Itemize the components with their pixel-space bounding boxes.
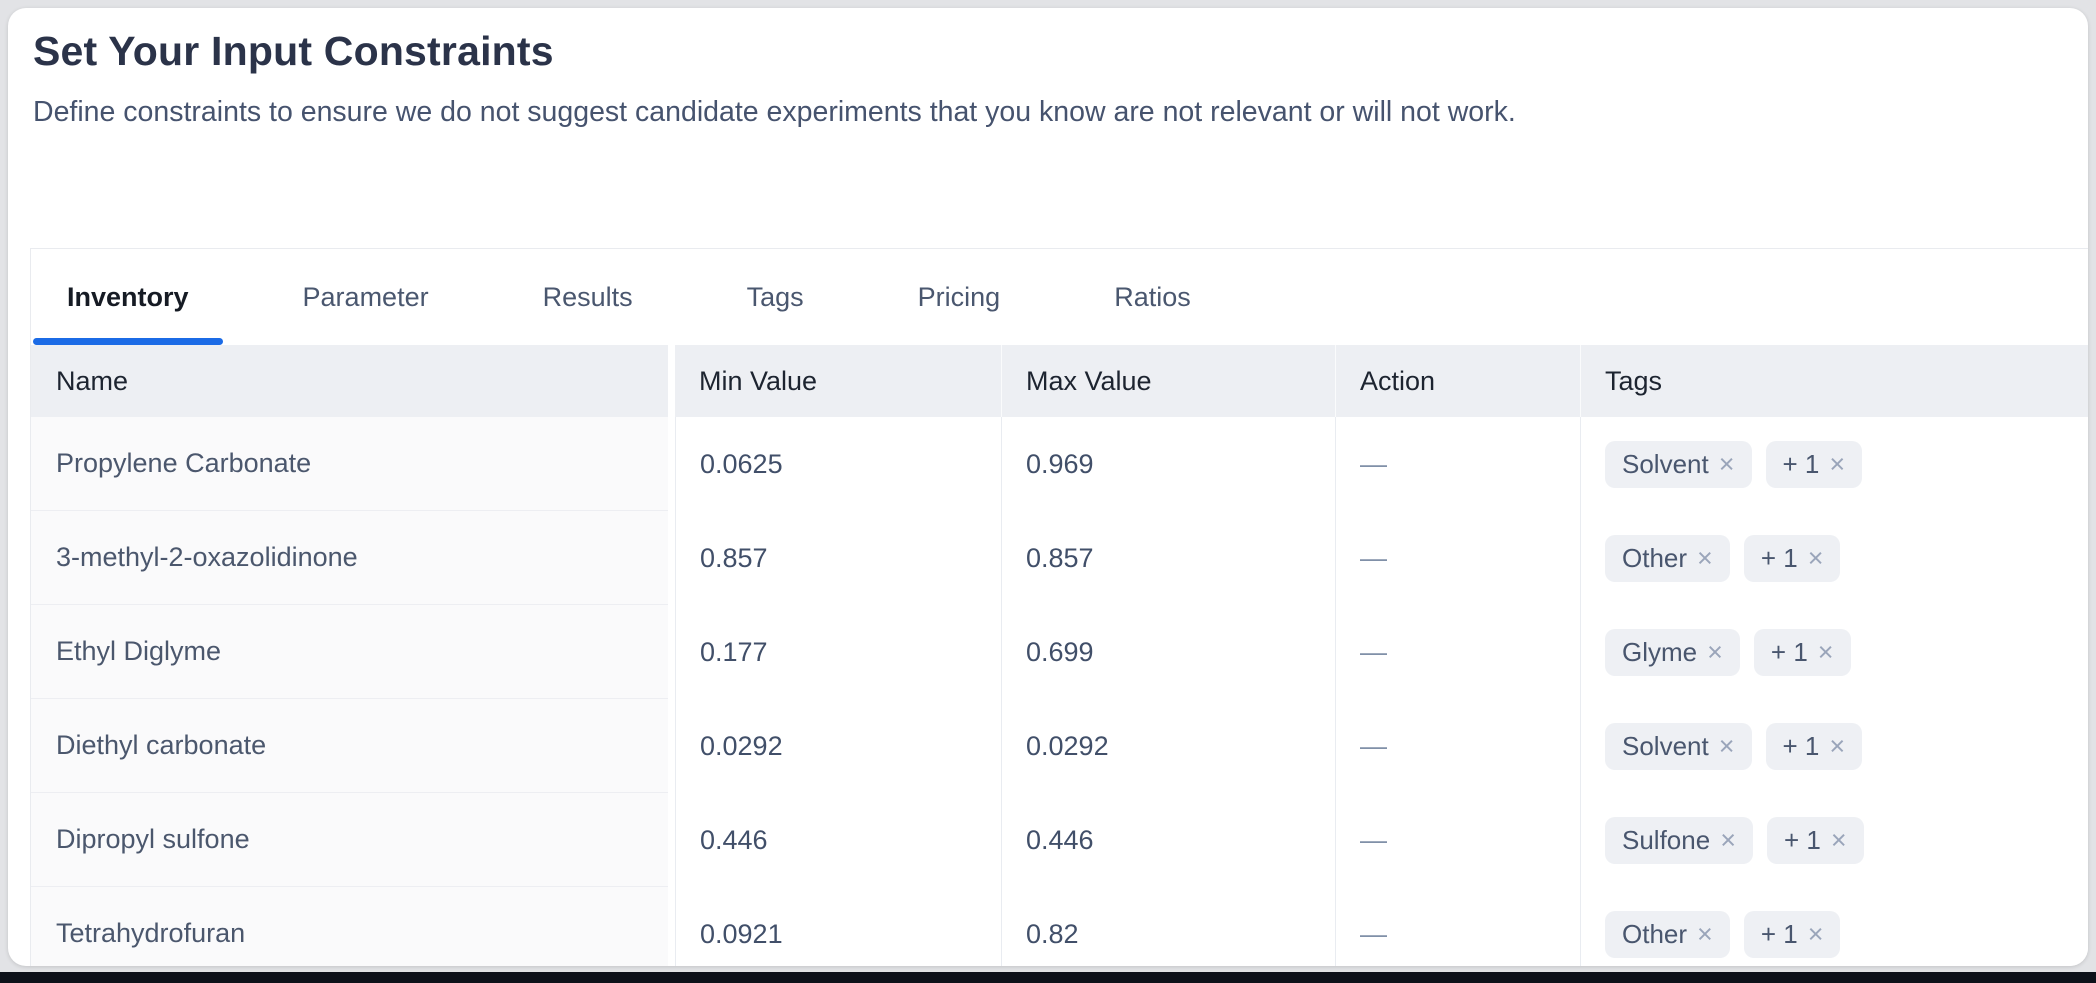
remove-tag-icon[interactable]: × (1697, 542, 1713, 573)
tab-tags[interactable]: Tags (713, 249, 838, 345)
tag-label: Other (1622, 542, 1688, 573)
remove-tag-icon[interactable]: × (1830, 824, 1847, 855)
remove-tag-icon[interactable]: × (1720, 824, 1736, 855)
tag-chip[interactable]: Other × (1605, 534, 1730, 582)
tag-overflow-label: + 1 (1760, 918, 1798, 949)
tab-ratios[interactable]: Ratios (1080, 249, 1225, 345)
row-min-value[interactable]: 0.446 (675, 793, 1001, 887)
row-max-value[interactable]: 0.82 (1001, 887, 1335, 966)
tag-chip[interactable]: Glyme × (1605, 628, 1740, 676)
column-header-name: Name (31, 345, 668, 417)
tag-chip[interactable]: Other × (1605, 910, 1730, 958)
tag-label: Glyme (1622, 636, 1698, 667)
row-tags: Other × + 1 × (1580, 887, 2088, 966)
row-tags: Glyme × + 1 × (1580, 605, 2088, 699)
tab-inventory[interactable]: Inventory (33, 249, 223, 345)
row-action-placeholder: — (1335, 793, 1580, 887)
remove-tag-icon[interactable]: × (1807, 542, 1824, 573)
row-tags: Other × + 1 × (1580, 511, 2088, 605)
row-action-placeholder: — (1335, 699, 1580, 793)
column-gap (668, 699, 675, 793)
page-title: Set Your Input Constraints (33, 28, 554, 74)
tag-overflow-label: + 1 (1770, 636, 1808, 667)
row-min-value[interactable]: 0.0921 (675, 887, 1001, 966)
row-tags: Solvent × + 1 × (1580, 699, 2088, 793)
row-action-placeholder: — (1335, 511, 1580, 605)
row-name: Ethyl Diglyme (31, 605, 668, 699)
column-gap (668, 887, 675, 966)
table-row: 3-methyl-2-oxazolidinone 0.857 0.857 — O… (31, 511, 2088, 605)
column-gap (668, 605, 675, 699)
column-gap (668, 511, 675, 605)
column-gap (668, 345, 675, 417)
row-max-value[interactable]: 0.446 (1001, 793, 1335, 887)
row-max-value[interactable]: 0.699 (1001, 605, 1335, 699)
column-gap (668, 417, 675, 511)
remove-tag-icon[interactable]: × (1697, 918, 1713, 949)
row-name: Tetrahydrofuran (31, 887, 668, 966)
row-tags: Solvent × + 1 × (1580, 417, 2088, 511)
table-row: Ethyl Diglyme 0.177 0.699 — Glyme × + 1 … (31, 605, 2088, 699)
table-body: Propylene Carbonate 0.0625 0.969 — Solve… (31, 417, 2088, 966)
tag-overflow-chip[interactable]: + 1 × (1753, 628, 1851, 676)
tag-overflow-chip[interactable]: + 1 × (1766, 816, 1864, 864)
tag-overflow-label: + 1 (1783, 824, 1821, 855)
tag-overflow-chip[interactable]: + 1 × (1743, 534, 1841, 582)
row-action-placeholder: — (1335, 417, 1580, 511)
tab-bar: Inventory Parameter Results Tags Pricing… (31, 249, 2088, 345)
page-subtitle: Define constraints to ensure we do not s… (33, 96, 1516, 128)
tab-parameter[interactable]: Parameter (269, 249, 463, 345)
tag-chip[interactable]: Sulfone × (1605, 816, 1753, 864)
tag-overflow-label: + 1 (1760, 542, 1798, 573)
row-action-placeholder: — (1335, 887, 1580, 966)
row-min-value[interactable]: 0.0292 (675, 699, 1001, 793)
row-min-value[interactable]: 0.857 (675, 511, 1001, 605)
constraints-card: Set Your Input Constraints Define constr… (8, 8, 2088, 966)
tag-overflow-chip[interactable]: + 1 × (1743, 910, 1841, 958)
tab-pricing[interactable]: Pricing (884, 249, 1035, 345)
remove-tag-icon[interactable]: × (1807, 918, 1824, 949)
remove-tag-icon[interactable]: × (1817, 636, 1834, 667)
row-max-value[interactable]: 0.969 (1001, 417, 1335, 511)
row-name: Propylene Carbonate (31, 417, 668, 511)
tag-chip[interactable]: Solvent × (1605, 722, 1752, 770)
remove-tag-icon[interactable]: × (1829, 448, 1846, 479)
remove-tag-icon[interactable]: × (1718, 448, 1735, 479)
table-row: Tetrahydrofuran 0.0921 0.82 — Other × + … (31, 887, 2088, 966)
table-header: Name Min Value Max Value Action Tags (31, 345, 2088, 417)
table-row: Dipropyl sulfone 0.446 0.446 — Sulfone ×… (31, 793, 2088, 887)
tag-overflow-label: + 1 (1782, 448, 1820, 479)
remove-tag-icon[interactable]: × (1829, 730, 1846, 761)
column-gap (668, 793, 675, 887)
tag-label: Other (1622, 918, 1688, 949)
row-max-value[interactable]: 0.0292 (1001, 699, 1335, 793)
tag-overflow-label: + 1 (1782, 730, 1820, 761)
row-name: Dipropyl sulfone (31, 793, 668, 887)
table-row: Propylene Carbonate 0.0625 0.969 — Solve… (31, 417, 2088, 511)
row-action-placeholder: — (1335, 605, 1580, 699)
column-header-min-value: Min Value (675, 345, 1001, 417)
column-header-tags: Tags (1580, 345, 2088, 417)
tag-label: Solvent (1622, 448, 1709, 479)
row-min-value[interactable]: 0.0625 (675, 417, 1001, 511)
tag-overflow-chip[interactable]: + 1 × (1765, 722, 1863, 770)
tag-chip[interactable]: Solvent × (1605, 440, 1752, 488)
tab-results[interactable]: Results (509, 249, 667, 345)
remove-tag-icon[interactable]: × (1707, 636, 1723, 667)
row-max-value[interactable]: 0.857 (1001, 511, 1335, 605)
row-min-value[interactable]: 0.177 (675, 605, 1001, 699)
tag-label: Sulfone (1622, 824, 1711, 855)
table-row: Diethyl carbonate 0.0292 0.0292 — Solven… (31, 699, 2088, 793)
row-tags: Sulfone × + 1 × (1580, 793, 2088, 887)
row-name: 3-methyl-2-oxazolidinone (31, 511, 668, 605)
tag-overflow-chip[interactable]: + 1 × (1765, 440, 1863, 488)
column-header-action: Action (1335, 345, 1580, 417)
tag-label: Solvent (1622, 730, 1709, 761)
column-header-max-value: Max Value (1001, 345, 1335, 417)
remove-tag-icon[interactable]: × (1718, 730, 1735, 761)
constraints-panel: Inventory Parameter Results Tags Pricing… (30, 248, 2088, 966)
row-name: Diethyl carbonate (31, 699, 668, 793)
